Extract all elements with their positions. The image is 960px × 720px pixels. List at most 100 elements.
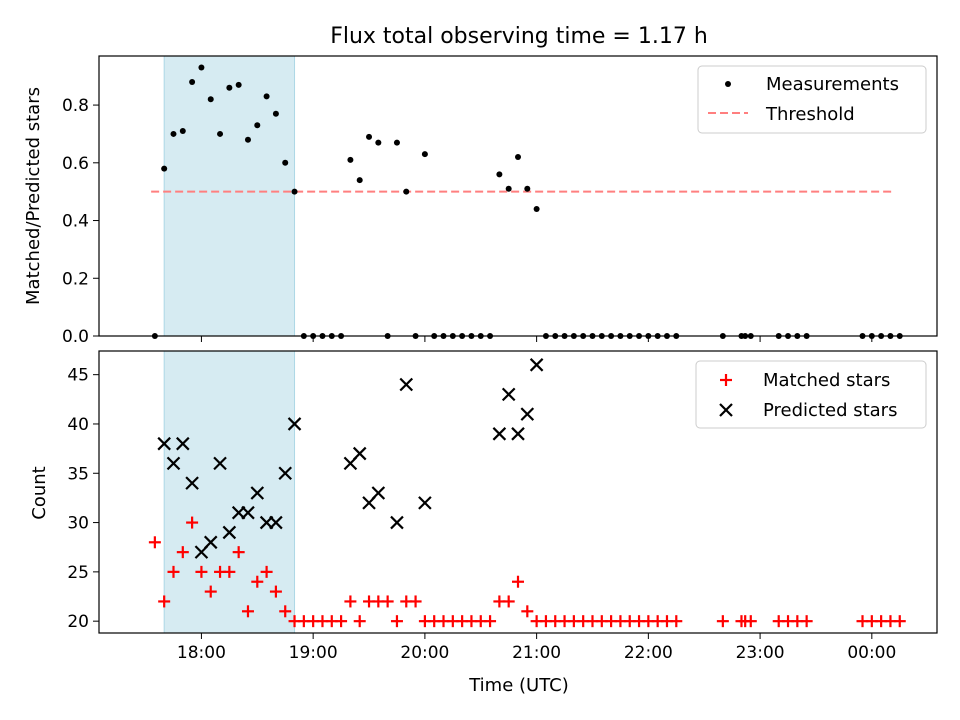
x-tick-label: 21:00 — [512, 643, 561, 663]
y-tick-label: 0.2 — [62, 269, 89, 289]
measurement-point — [254, 122, 261, 129]
x-tick-label: 18:00 — [177, 643, 226, 663]
measurement-point — [291, 188, 298, 195]
legend-measurements-label: Measurements — [766, 74, 899, 95]
measurement-point — [356, 177, 363, 184]
matched-star-marker — [344, 595, 357, 608]
y-tick-label: 0.6 — [62, 154, 89, 174]
matched-star-marker — [484, 615, 497, 628]
measurement-point — [403, 188, 410, 195]
matched-star-marker — [409, 595, 422, 608]
matched-star-marker — [353, 615, 366, 628]
x-axis-label: Time (UTC) — [468, 675, 569, 696]
predicted-star-marker — [203, 535, 218, 550]
measurement-point — [347, 156, 354, 163]
measurement-point — [272, 110, 279, 117]
measurement-point — [217, 130, 224, 137]
matched-star-marker — [167, 565, 180, 578]
legend-matched-label: Matched stars — [763, 370, 890, 391]
x-tick-label: 22:00 — [624, 643, 673, 663]
predicted-star-marker — [176, 436, 190, 451]
predicted-star-marker — [371, 486, 386, 500]
matched-star-marker — [176, 546, 189, 559]
matched-star-marker — [269, 585, 282, 598]
x-tick-label: 00:00 — [847, 643, 896, 663]
matched-star-marker — [335, 615, 348, 628]
matched-star-marker — [232, 546, 245, 559]
ratio-y-axis-label: Matched/Predicted stars — [23, 87, 44, 305]
predicted-star-marker — [352, 446, 367, 461]
matched-star-marker — [390, 615, 403, 628]
y-tick-label: 0.8 — [62, 96, 89, 116]
predicted-star-marker — [278, 466, 293, 481]
matched-star-marker — [512, 575, 524, 588]
legend-threshold-label: Threshold — [765, 104, 855, 125]
matched-star-marker — [670, 615, 683, 628]
x-tick-label: 19:00 — [289, 643, 338, 663]
matched-star-marker — [195, 565, 208, 578]
x-tick-label: 20:00 — [400, 643, 449, 663]
y-tick-label: 35 — [67, 464, 89, 484]
predicted-star-marker — [418, 496, 432, 510]
matched-star-marker — [800, 615, 813, 628]
shaded-span — [163, 350, 296, 634]
predicted-star-marker — [511, 427, 525, 441]
measurement-point — [179, 128, 186, 135]
predicted-star-marker — [269, 515, 283, 530]
measurement-point — [421, 151, 428, 158]
matched-star-marker — [744, 615, 757, 628]
matched-star-marker — [502, 595, 515, 608]
matched-star-marker — [241, 605, 254, 618]
matched-star-marker — [716, 615, 729, 628]
measurement-point — [170, 130, 177, 137]
y-tick-label: 0.4 — [62, 212, 89, 232]
measurement-point — [496, 171, 503, 178]
matched-star-marker — [223, 565, 236, 578]
legend-predicted-label: Predicted stars — [763, 400, 897, 421]
measurement-point — [282, 159, 289, 166]
predicted-star-marker — [520, 407, 535, 421]
measurement-point — [505, 185, 512, 192]
measurement-point — [524, 185, 531, 192]
measurement-point — [198, 64, 205, 71]
matched-star-marker — [893, 615, 906, 628]
x-tick-label: 23:00 — [736, 643, 785, 663]
measurement-point — [226, 84, 233, 91]
measurement-point — [235, 81, 242, 88]
matched-star-marker — [251, 575, 264, 588]
y-tick-label: 20 — [67, 612, 89, 632]
measurement-point — [161, 165, 168, 172]
measurement-point — [263, 93, 270, 100]
predicted-star-marker — [222, 525, 237, 540]
predicted-star-marker — [241, 505, 255, 520]
matched-star-marker — [148, 536, 161, 549]
ratio-panel: 0.00.20.40.60.8 Matched/Predicted stars … — [23, 55, 938, 347]
predicted-star-marker — [501, 387, 516, 402]
figure-title: Flux total observing time = 1.17 h — [330, 24, 708, 49]
ratio-legend-box — [697, 65, 927, 134]
predicted-star-marker — [390, 515, 404, 530]
matched-star-marker — [204, 585, 217, 598]
shaded-span — [163, 55, 296, 337]
measurement-point — [515, 154, 521, 161]
predicted-star-marker — [250, 486, 265, 500]
count-panel: 20 25 30 35 40 45 18:00 19:00 20:00 21:00 22:00 23:… — [29, 350, 938, 696]
y-tick-label: 40 — [67, 415, 89, 435]
y-tick-label: 45 — [67, 366, 89, 386]
matched-star-marker — [521, 605, 534, 618]
measurement-point — [189, 78, 196, 85]
predicted-star-marker — [399, 377, 414, 392]
legend-measurements-marker — [725, 81, 731, 87]
measurement-point — [207, 96, 214, 103]
predicted-star-marker — [287, 417, 302, 431]
matched-star-marker — [260, 565, 273, 578]
measurement-point — [366, 133, 373, 140]
predicted-star-marker — [166, 456, 181, 471]
matched-star-marker — [381, 595, 394, 608]
predicted-star-marker — [157, 436, 171, 451]
count-legend: Matched stars Predicted stars — [695, 360, 927, 429]
matched-star-marker — [158, 595, 171, 608]
legend-matched-marker — [720, 374, 732, 386]
ratio-legend: Measurements Threshold — [697, 65, 927, 134]
